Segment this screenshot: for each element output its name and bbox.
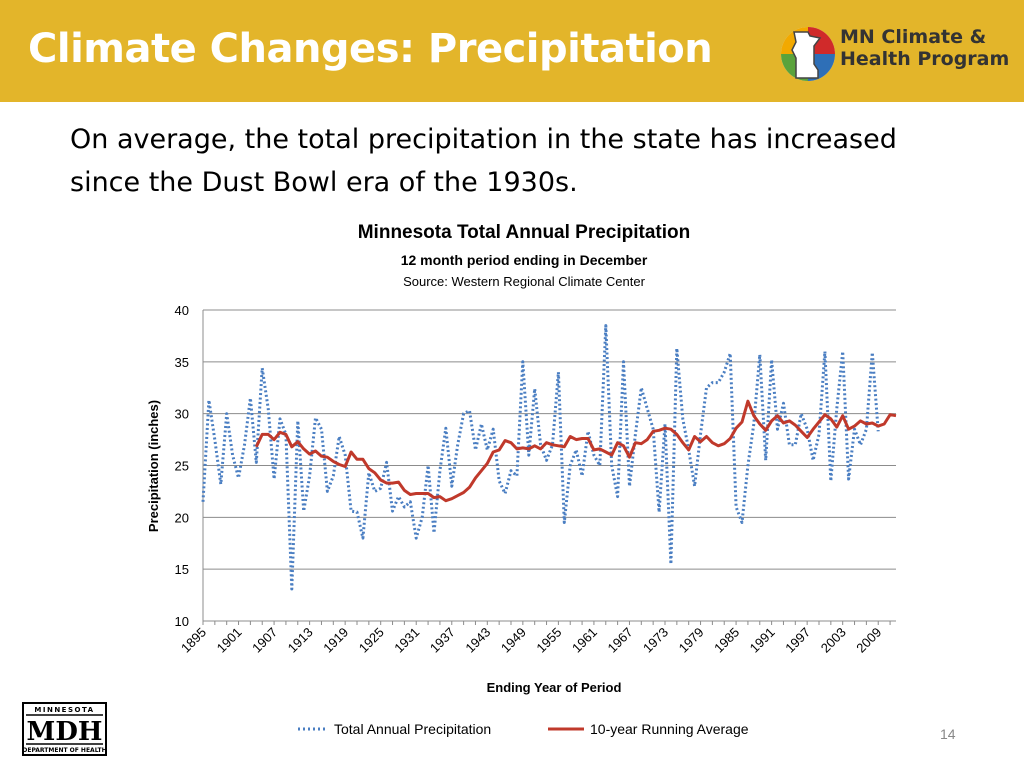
x-tick-label: 1943: [462, 625, 493, 656]
logo-line-2: Health Program: [840, 48, 1010, 70]
mdh-logo: MINNESOTA MDH DEPARTMENT OF HEALTH: [22, 702, 107, 756]
x-tick-label: 1979: [676, 625, 707, 656]
mdh-logo-main: MDH: [27, 717, 103, 747]
chart-subtitle: 12 month period ending in December: [401, 252, 648, 268]
x-tick-label: 1997: [782, 625, 813, 656]
page-number: 14: [940, 726, 956, 742]
body-text: On average, the total precipitation in t…: [70, 124, 897, 198]
x-tick-label: 1907: [249, 625, 280, 656]
minnesota-globe-icon: [781, 27, 835, 81]
mdh-logo-top: MINNESOTA: [34, 706, 94, 714]
legend-label-average: 10-year Running Average: [590, 721, 749, 737]
chart-source: Source: Western Regional Climate Center: [403, 274, 645, 289]
y-tick-label: 35: [175, 355, 189, 370]
x-tick-label: 1937: [427, 625, 458, 656]
x-tick-label: 1991: [747, 625, 778, 656]
x-tick-label: 1919: [320, 625, 351, 656]
chart-title: Minnesota Total Annual Precipitation: [358, 222, 691, 243]
x-tick-label: 1961: [569, 625, 600, 656]
x-tick-label: 1955: [533, 625, 564, 656]
x-tick-label: 1901: [214, 625, 245, 656]
x-tick-label: 1985: [711, 625, 742, 656]
y-tick-label: 30: [175, 407, 189, 422]
logo-line-1: MN Climate &: [840, 26, 987, 48]
y-tick-label: 10: [175, 614, 189, 629]
series-10-year-running-average: [254, 399, 897, 503]
series-total-annual-precipitation: [201, 324, 880, 591]
x-tick-label: 1913: [285, 625, 316, 656]
x-tick-label: 1973: [640, 625, 671, 656]
slide-title: Climate Changes: Precipitation: [28, 26, 713, 72]
mdh-logo-bottom: DEPARTMENT OF HEALTH: [22, 747, 106, 754]
legend-label-total: Total Annual Precipitation: [334, 721, 491, 737]
y-tick-label: 20: [175, 510, 189, 525]
x-tick-label: 2009: [853, 625, 884, 656]
minnesota-state-icon: [791, 31, 822, 79]
x-tick-label: 1967: [605, 625, 636, 656]
y-tick-label: 25: [175, 459, 189, 474]
y-tick-label: 15: [175, 562, 189, 577]
y-axis-label: Precipitation (inches): [146, 400, 161, 532]
x-tick-label: 1949: [498, 625, 529, 656]
gridlines: [203, 309, 896, 622]
x-tick-label: 1925: [356, 625, 387, 656]
x-axis-label: Ending Year of Period: [487, 680, 622, 695]
series-lines: [201, 324, 897, 591]
x-tick-label: 2003: [818, 625, 849, 656]
x-tick-label: 1895: [178, 625, 209, 656]
x-tick-label: 1931: [391, 625, 422, 656]
title-banner: [0, 0, 1024, 102]
mn-climate-health-logo: MN Climate & Health Program: [778, 18, 1009, 88]
y-tick-label: 40: [175, 303, 189, 318]
legend: Total Annual Precipitation 10-year Runni…: [298, 721, 749, 737]
